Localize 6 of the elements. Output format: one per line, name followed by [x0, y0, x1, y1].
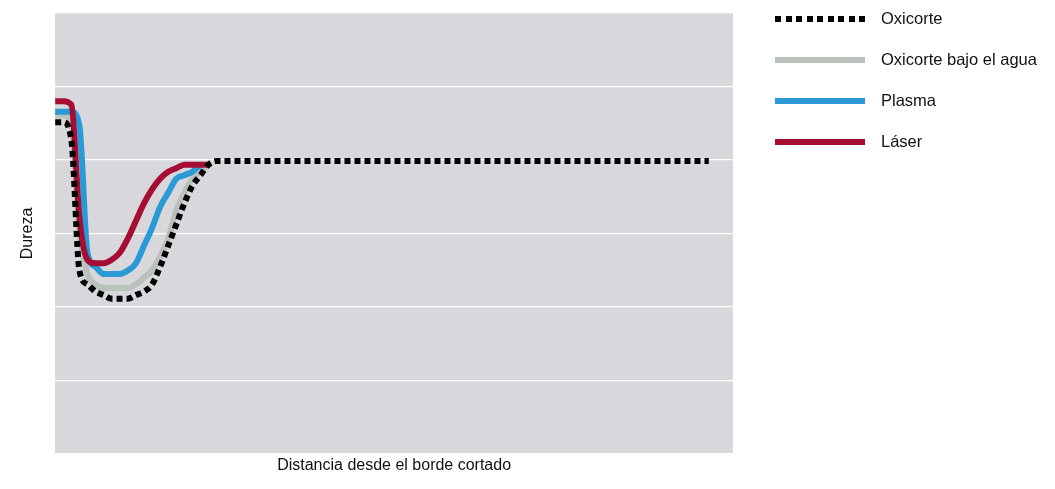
text: Plasma [881, 91, 937, 110]
text: Láser [881, 132, 923, 151]
text: Oxicorte bajo el agua [881, 50, 1037, 69]
x-axis-title: Distancia desde el borde cortado [277, 455, 512, 473]
legend-label: Oxicorte [881, 9, 943, 28]
y-axis-title: Dureza [18, 207, 36, 260]
